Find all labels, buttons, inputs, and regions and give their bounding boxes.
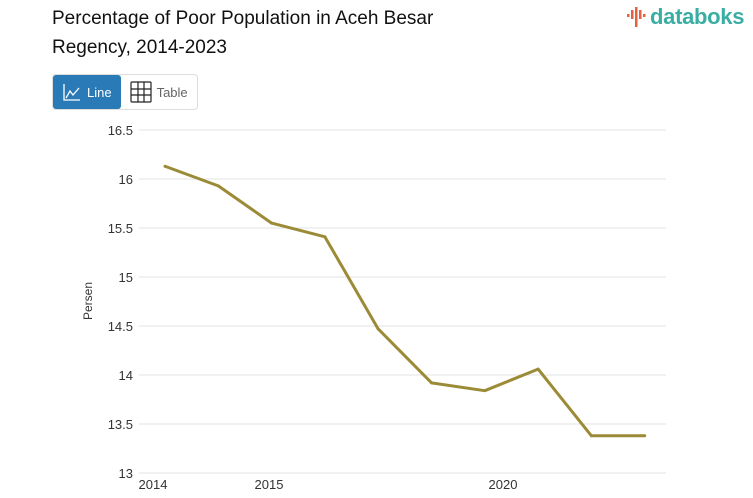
data-point [589, 434, 593, 438]
data-point [430, 381, 433, 385]
x-tick-label: 2020 [489, 477, 518, 492]
x-tick-label: 2015 [255, 477, 284, 492]
y-tick-label: 16 [119, 172, 133, 187]
chart-title: Percentage of Poor Population in Aceh Be… [52, 8, 434, 58]
y-tick-label: 13.5 [108, 417, 133, 432]
data-point [270, 221, 274, 225]
line-chart-icon [63, 84, 80, 101]
y-tick-label: 14.5 [108, 319, 133, 334]
data-point [216, 184, 220, 188]
table-view-button[interactable]: Table [121, 75, 197, 109]
series-line [164, 164, 645, 438]
line-view-label: Line [87, 84, 112, 100]
data-point [536, 367, 540, 371]
y-tick-label: 15 [119, 270, 133, 285]
databoks-logo: databoks [626, 4, 744, 30]
y-axis-label: Persen [81, 282, 95, 320]
y-tick-label: 16.5 [108, 123, 133, 138]
data-point [643, 434, 647, 438]
data-point [483, 389, 487, 393]
x-tick-label: 2014 [139, 477, 168, 492]
table-view-label: Table [156, 84, 188, 100]
data-point [323, 235, 327, 239]
y-tick-label: 13 [119, 466, 133, 481]
data-point [376, 327, 380, 331]
y-tick-label: 14 [119, 368, 133, 383]
view-toggle: Line Table [52, 74, 198, 110]
bars-logo-icon [627, 7, 646, 27]
logo-text: databoks [650, 4, 745, 29]
data-point [163, 164, 167, 168]
line-view-button[interactable]: Line [53, 75, 121, 109]
table-grid-icon [129, 81, 152, 103]
y-tick-label: 15.5 [108, 221, 133, 236]
